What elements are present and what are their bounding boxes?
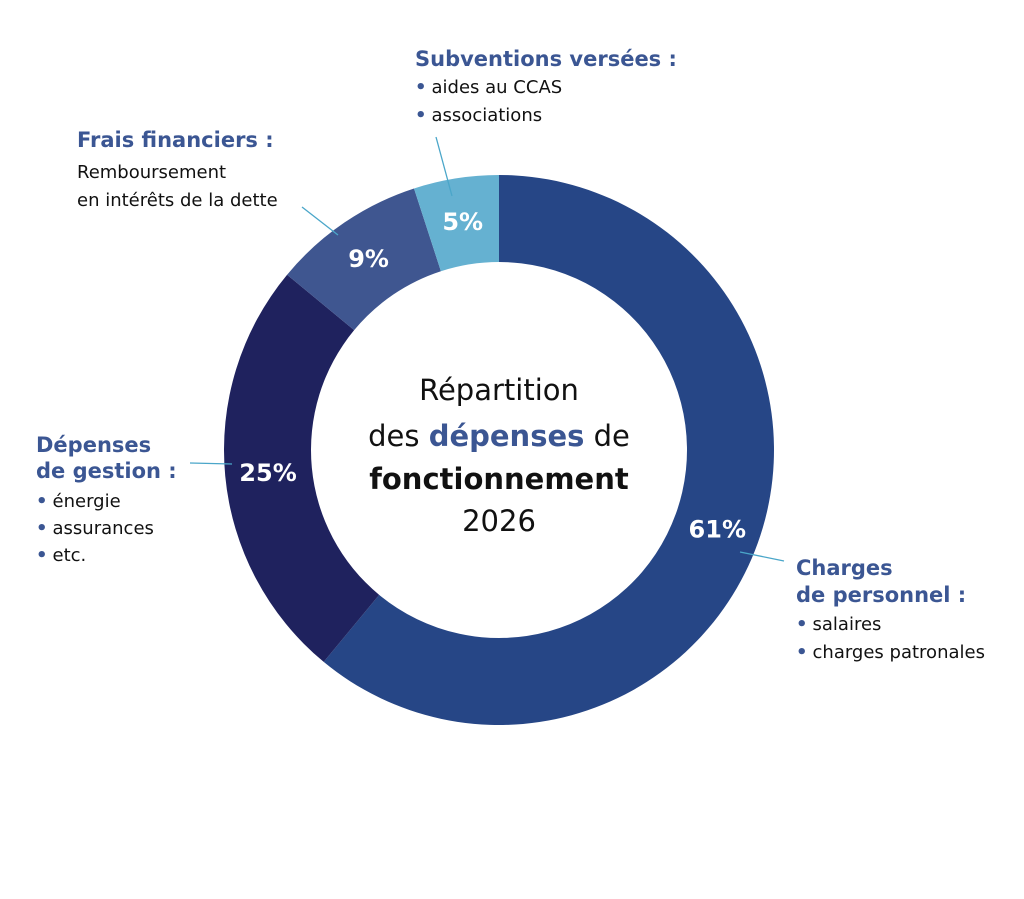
leader-line-charges-personnel	[739, 551, 785, 562]
center-title-line4: 2026	[462, 504, 536, 538]
annotation-item: • assurances	[36, 518, 154, 539]
annotation-item: • énergie	[36, 491, 121, 512]
annotation-title: de gestion :	[36, 459, 177, 483]
pct-label-depenses-gestion: 25%	[239, 459, 296, 487]
annotation-depenses-gestion: Dépenses de gestion : • énergie • assuranc…	[36, 433, 177, 566]
pct-label-subventions: 5%	[442, 208, 483, 236]
leader-line-frais-financiers	[301, 206, 339, 236]
annotation-description: Remboursement	[77, 162, 226, 183]
slice-subventions	[414, 175, 499, 272]
annotation-charges-personnel: Charges de personnel : • salaires • charge…	[796, 556, 985, 663]
leader-line-depenses-gestion	[189, 462, 233, 465]
annotation-item: • salaires	[796, 614, 881, 635]
center-title-line3: fonctionnement	[369, 462, 629, 496]
center-title-line1: Répartition	[419, 373, 579, 407]
annotation-title: de personnel :	[796, 583, 966, 607]
annotation-title: Dépenses	[36, 433, 151, 457]
slice-frais-financiers	[287, 188, 441, 331]
annotation-title: Frais financiers :	[77, 128, 274, 152]
annotation-description: en intérêts de la dette	[77, 190, 278, 211]
pct-label-frais-financiers: 9%	[348, 245, 389, 273]
annotation-item: • associations	[415, 105, 542, 126]
annotation-title: Subventions versées :	[415, 47, 677, 71]
annotation-item: • aides au CCAS	[415, 77, 562, 98]
annotation-item: • charges patronales	[796, 642, 985, 663]
donut-slices	[224, 175, 774, 725]
annotation-frais-financiers: Frais financiers : Remboursement en inté…	[77, 128, 278, 211]
pct-label-charges-personnel: 61%	[689, 516, 746, 544]
annotation-item: • etc.	[36, 545, 86, 566]
annotation-title: Charges	[796, 556, 893, 580]
annotation-subventions: Subventions versées : • aides au CCAS • as…	[415, 47, 677, 126]
slice-charges-personnel	[323, 175, 774, 725]
center-title-line2: des dépenses de	[368, 419, 630, 453]
leader-line-subventions	[435, 136, 453, 197]
percent-labels: 61% 25% 9% 5%	[239, 208, 746, 544]
leader-lines	[189, 136, 785, 562]
slice-depenses-gestion	[224, 274, 380, 662]
